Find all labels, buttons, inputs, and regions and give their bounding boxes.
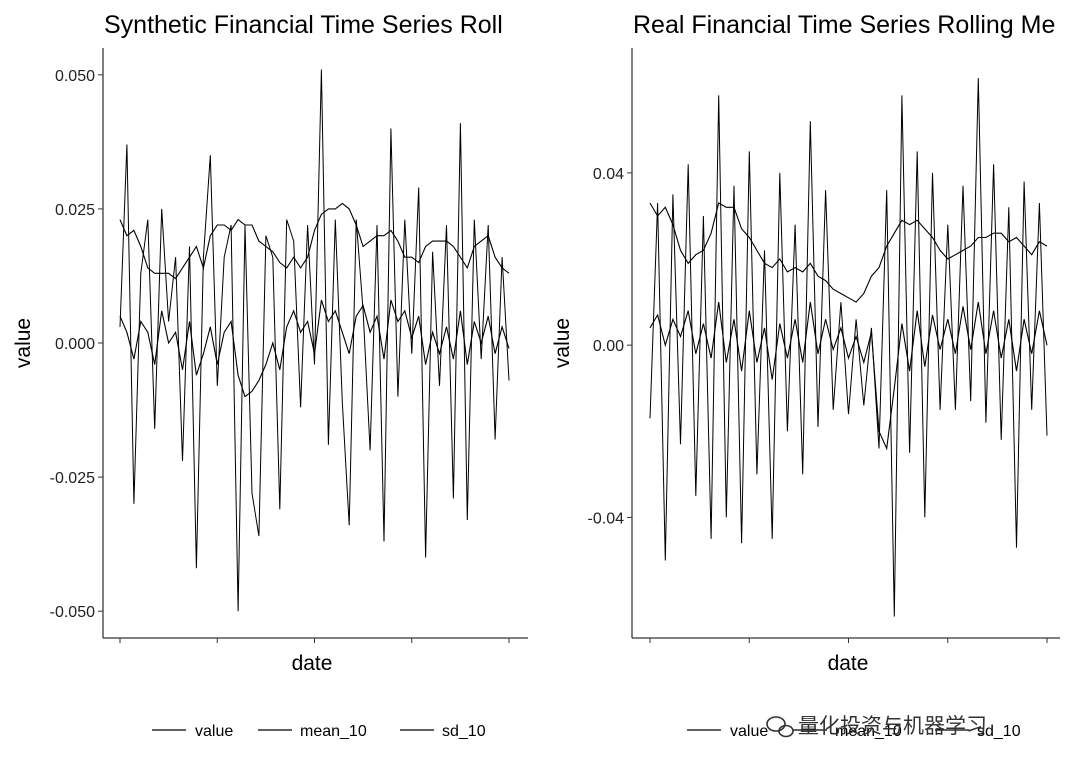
real-panel: Real Financial Time Series Rolling Me -0…: [551, 11, 1060, 740]
legend: value mean_10 sd_10: [687, 723, 1021, 740]
y-tick-label: 0.000: [55, 336, 95, 353]
y-ticks: -0.04 0.00 0.04: [588, 166, 632, 527]
legend-label-sd-10: sd_10: [442, 723, 486, 740]
watermark: 量化投资与机器学习: [766, 714, 987, 738]
x-ticks: [649, 638, 1048, 643]
legend-label-mean-10: mean_10: [835, 723, 902, 740]
watermark-text: 量化投资与机器学习: [798, 714, 987, 738]
y-axis-label: value: [12, 318, 35, 368]
y-ticks: -0.050 -0.025 0.000 0.025 0.050: [50, 68, 103, 621]
series-line-sd-10: [119, 202, 510, 280]
series-line-value: [119, 69, 510, 612]
y-tick-label: -0.04: [588, 510, 625, 527]
plot-area: [649, 78, 1048, 617]
series-line-mean-10: [649, 302, 1048, 451]
legend: value mean_10 sd_10: [152, 723, 486, 740]
chart-title: Synthetic Financial Time Series Roll: [104, 11, 503, 39]
wechat-icon: [766, 716, 794, 738]
y-tick-label: 0.050: [55, 68, 95, 85]
y-tick-label: -0.025: [50, 470, 95, 487]
legend-label-sd-10: sd_10: [977, 723, 1021, 740]
series-line-sd-10: [649, 202, 1048, 303]
x-axis-label: date: [828, 652, 869, 675]
plot-area: [119, 69, 510, 612]
x-ticks: [119, 638, 510, 643]
y-tick-label: 0.04: [593, 166, 624, 183]
legend-label-value: value: [730, 723, 768, 740]
legend-label-mean-10: mean_10: [300, 723, 367, 740]
y-tick-label: -0.050: [50, 604, 95, 621]
chart-title: Real Financial Time Series Rolling Me: [633, 11, 1055, 39]
series-line-mean-10: [119, 299, 510, 398]
y-tick-label: 0.025: [55, 202, 95, 219]
synthetic-panel: Synthetic Financial Time Series Roll -0.…: [12, 11, 528, 740]
y-tick-label: 0.00: [593, 338, 624, 355]
x-axis-label: date: [292, 652, 333, 675]
legend-label-value: value: [195, 723, 233, 740]
series-line-value: [649, 78, 1048, 617]
y-axis-label: value: [551, 318, 574, 368]
